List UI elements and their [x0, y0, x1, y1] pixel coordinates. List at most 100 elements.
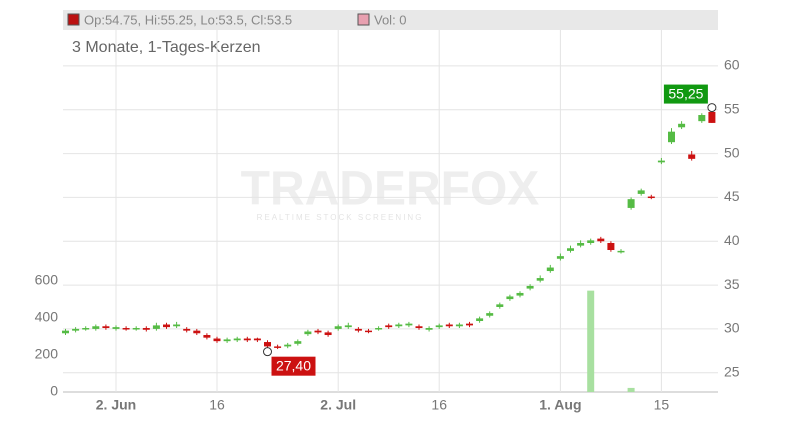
- candle-body: [445, 324, 453, 327]
- candle-body: [243, 338, 251, 341]
- volume-tick-label: 200: [35, 346, 59, 362]
- candle-body: [294, 341, 302, 344]
- candle-body: [304, 331, 312, 335]
- candle-body: [274, 346, 282, 348]
- volume-bar: [587, 290, 595, 392]
- min-label: 27,40: [276, 357, 311, 373]
- x-tick-label: 2. Jul: [320, 397, 356, 413]
- header-ohlc: Op:54.75, Hi:55.25, Lo:53.5, Cl:53.5: [84, 12, 292, 27]
- min-marker: [263, 347, 272, 357]
- candle-body: [253, 338, 261, 341]
- candle-body: [385, 325, 393, 328]
- candle-body: [284, 344, 292, 347]
- candle-body: [668, 131, 675, 143]
- candle-body: [627, 199, 635, 208]
- candle-body: [193, 330, 201, 334]
- candle-body: [617, 250, 625, 253]
- x-tick-label: 1. Aug: [539, 397, 581, 413]
- candle-body: [577, 242, 585, 246]
- volume-tick-label: 600: [35, 271, 59, 287]
- legend-volume-swatch: [357, 13, 370, 26]
- y-tick-label: 50: [724, 144, 740, 160]
- candle-body: [556, 256, 564, 259]
- candle-body: [708, 111, 716, 123]
- candle-body: [264, 342, 271, 347]
- candle-body: [112, 327, 120, 329]
- candle-body: [506, 296, 514, 300]
- candle-body: [466, 323, 473, 326]
- candle-body: [516, 292, 524, 296]
- candle-body: [637, 190, 645, 194]
- candle-body: [314, 330, 322, 333]
- y-tick-label: 30: [724, 320, 740, 336]
- candle-body: [415, 326, 423, 329]
- candle-body: [233, 338, 241, 341]
- candle-body: [334, 326, 342, 329]
- y-tick-label: 45: [724, 188, 740, 204]
- header-volume: Vol: 0: [374, 12, 407, 27]
- candle-body: [647, 196, 655, 199]
- candle-body: [92, 326, 100, 329]
- watermark: TRADERFOX: [241, 163, 540, 216]
- candle-body: [324, 332, 332, 336]
- candle-body: [354, 328, 362, 331]
- volume-bar: [627, 387, 635, 392]
- candle-body: [546, 267, 554, 272]
- x-tick-label: 16: [209, 397, 225, 413]
- candle-body: [72, 328, 80, 331]
- candle-body: [526, 285, 534, 289]
- candle-body: [82, 328, 90, 330]
- max-label-box: [663, 84, 708, 104]
- candle-body: [425, 328, 433, 330]
- x-tick-label: 16: [431, 397, 447, 413]
- candle-body: [688, 154, 696, 159]
- candle-body: [567, 248, 574, 251]
- candle-body: [395, 324, 403, 327]
- legend-ohlc-swatch: [67, 13, 80, 26]
- candle-body: [435, 325, 443, 328]
- candle-body: [375, 328, 383, 330]
- candle-body: [455, 324, 463, 327]
- y-tick-label: 60: [724, 57, 740, 73]
- candle-body: [62, 330, 69, 334]
- y-tick-label: 40: [724, 232, 740, 248]
- candle-body: [536, 278, 544, 281]
- candle-body: [132, 328, 140, 330]
- candle-body: [223, 339, 231, 342]
- y-tick-label: 25: [724, 363, 740, 379]
- y-tick-label: 35: [724, 276, 740, 292]
- candle-body: [476, 318, 484, 322]
- max-label: 55,25: [668, 85, 703, 101]
- candle-body: [597, 238, 605, 242]
- candle-body: [607, 242, 615, 251]
- candle-body: [587, 240, 595, 243]
- candle-body: [163, 324, 170, 328]
- max-marker: [707, 103, 717, 113]
- candle-body: [203, 335, 211, 338]
- candle-body: [678, 123, 686, 128]
- candle-body: [122, 328, 130, 330]
- candle-body: [183, 328, 191, 331]
- candle-body: [142, 328, 150, 330]
- candle-body: [405, 323, 413, 326]
- candle-body: [657, 160, 665, 163]
- volume-tick-label: 0: [50, 383, 58, 399]
- x-tick-label: 15: [654, 397, 670, 413]
- candle-body: [486, 313, 494, 316]
- header-bar: [63, 10, 718, 30]
- candle-body: [496, 304, 504, 307]
- y-tick-label: 55: [724, 100, 740, 116]
- candle-body: [344, 325, 352, 328]
- candle-body: [102, 326, 110, 329]
- candle-body: [152, 325, 160, 329]
- candle-body: [365, 330, 372, 333]
- x-tick-label: 2. Jun: [96, 397, 136, 413]
- min-label-box: [271, 356, 316, 376]
- volume-tick-label: 400: [35, 308, 59, 324]
- candle-body: [173, 324, 181, 327]
- subtitle: 3 Monate, 1-Tages-Kerzen: [72, 39, 261, 56]
- watermark-sub: REALTIME STOCK SCREENING: [257, 213, 424, 222]
- candle-body: [698, 115, 706, 122]
- candle-body: [213, 338, 221, 342]
